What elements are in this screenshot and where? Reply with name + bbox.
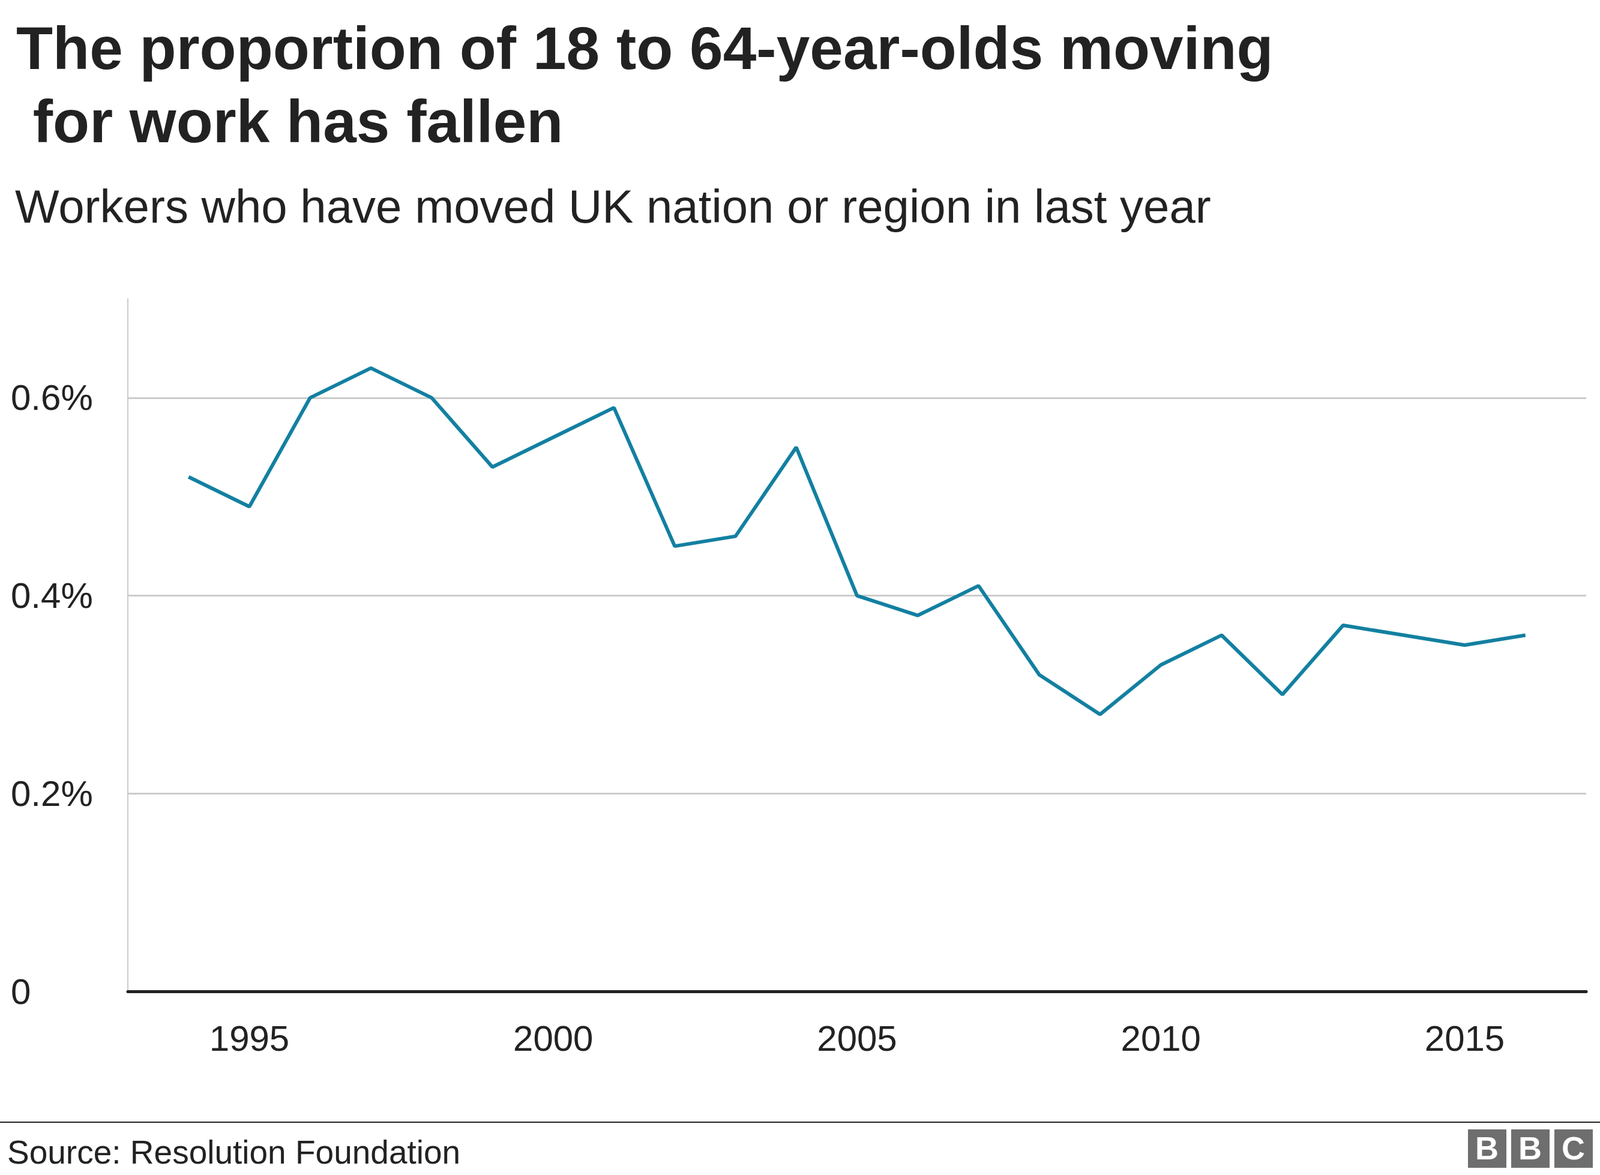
- svg-text:0.4%: 0.4%: [10, 575, 94, 616]
- svg-text:B: B: [1475, 1130, 1499, 1167]
- svg-text:2015: 2015: [1424, 1018, 1505, 1059]
- svg-text:2010: 2010: [1121, 1018, 1201, 1059]
- svg-text:2000: 2000: [513, 1018, 593, 1059]
- svg-text:Workers who have moved UK nati: Workers who have moved UK nation or regi…: [15, 180, 1212, 233]
- svg-text:The proportion of 18 to 64-yea: The proportion of 18 to 64-year-olds mov…: [16, 14, 1274, 82]
- svg-text:2005: 2005: [816, 1018, 897, 1059]
- svg-text:0.6%: 0.6%: [10, 377, 94, 418]
- svg-text:0: 0: [10, 971, 31, 1012]
- svg-text:for work has fallen: for work has fallen: [16, 87, 563, 155]
- svg-text:B: B: [1518, 1130, 1542, 1167]
- svg-text:Source: Resolution Foundation: Source: Resolution Foundation: [7, 1133, 461, 1171]
- svg-text:1995: 1995: [209, 1018, 290, 1059]
- svg-text:C: C: [1561, 1130, 1585, 1167]
- svg-text:0.2%: 0.2%: [10, 773, 94, 814]
